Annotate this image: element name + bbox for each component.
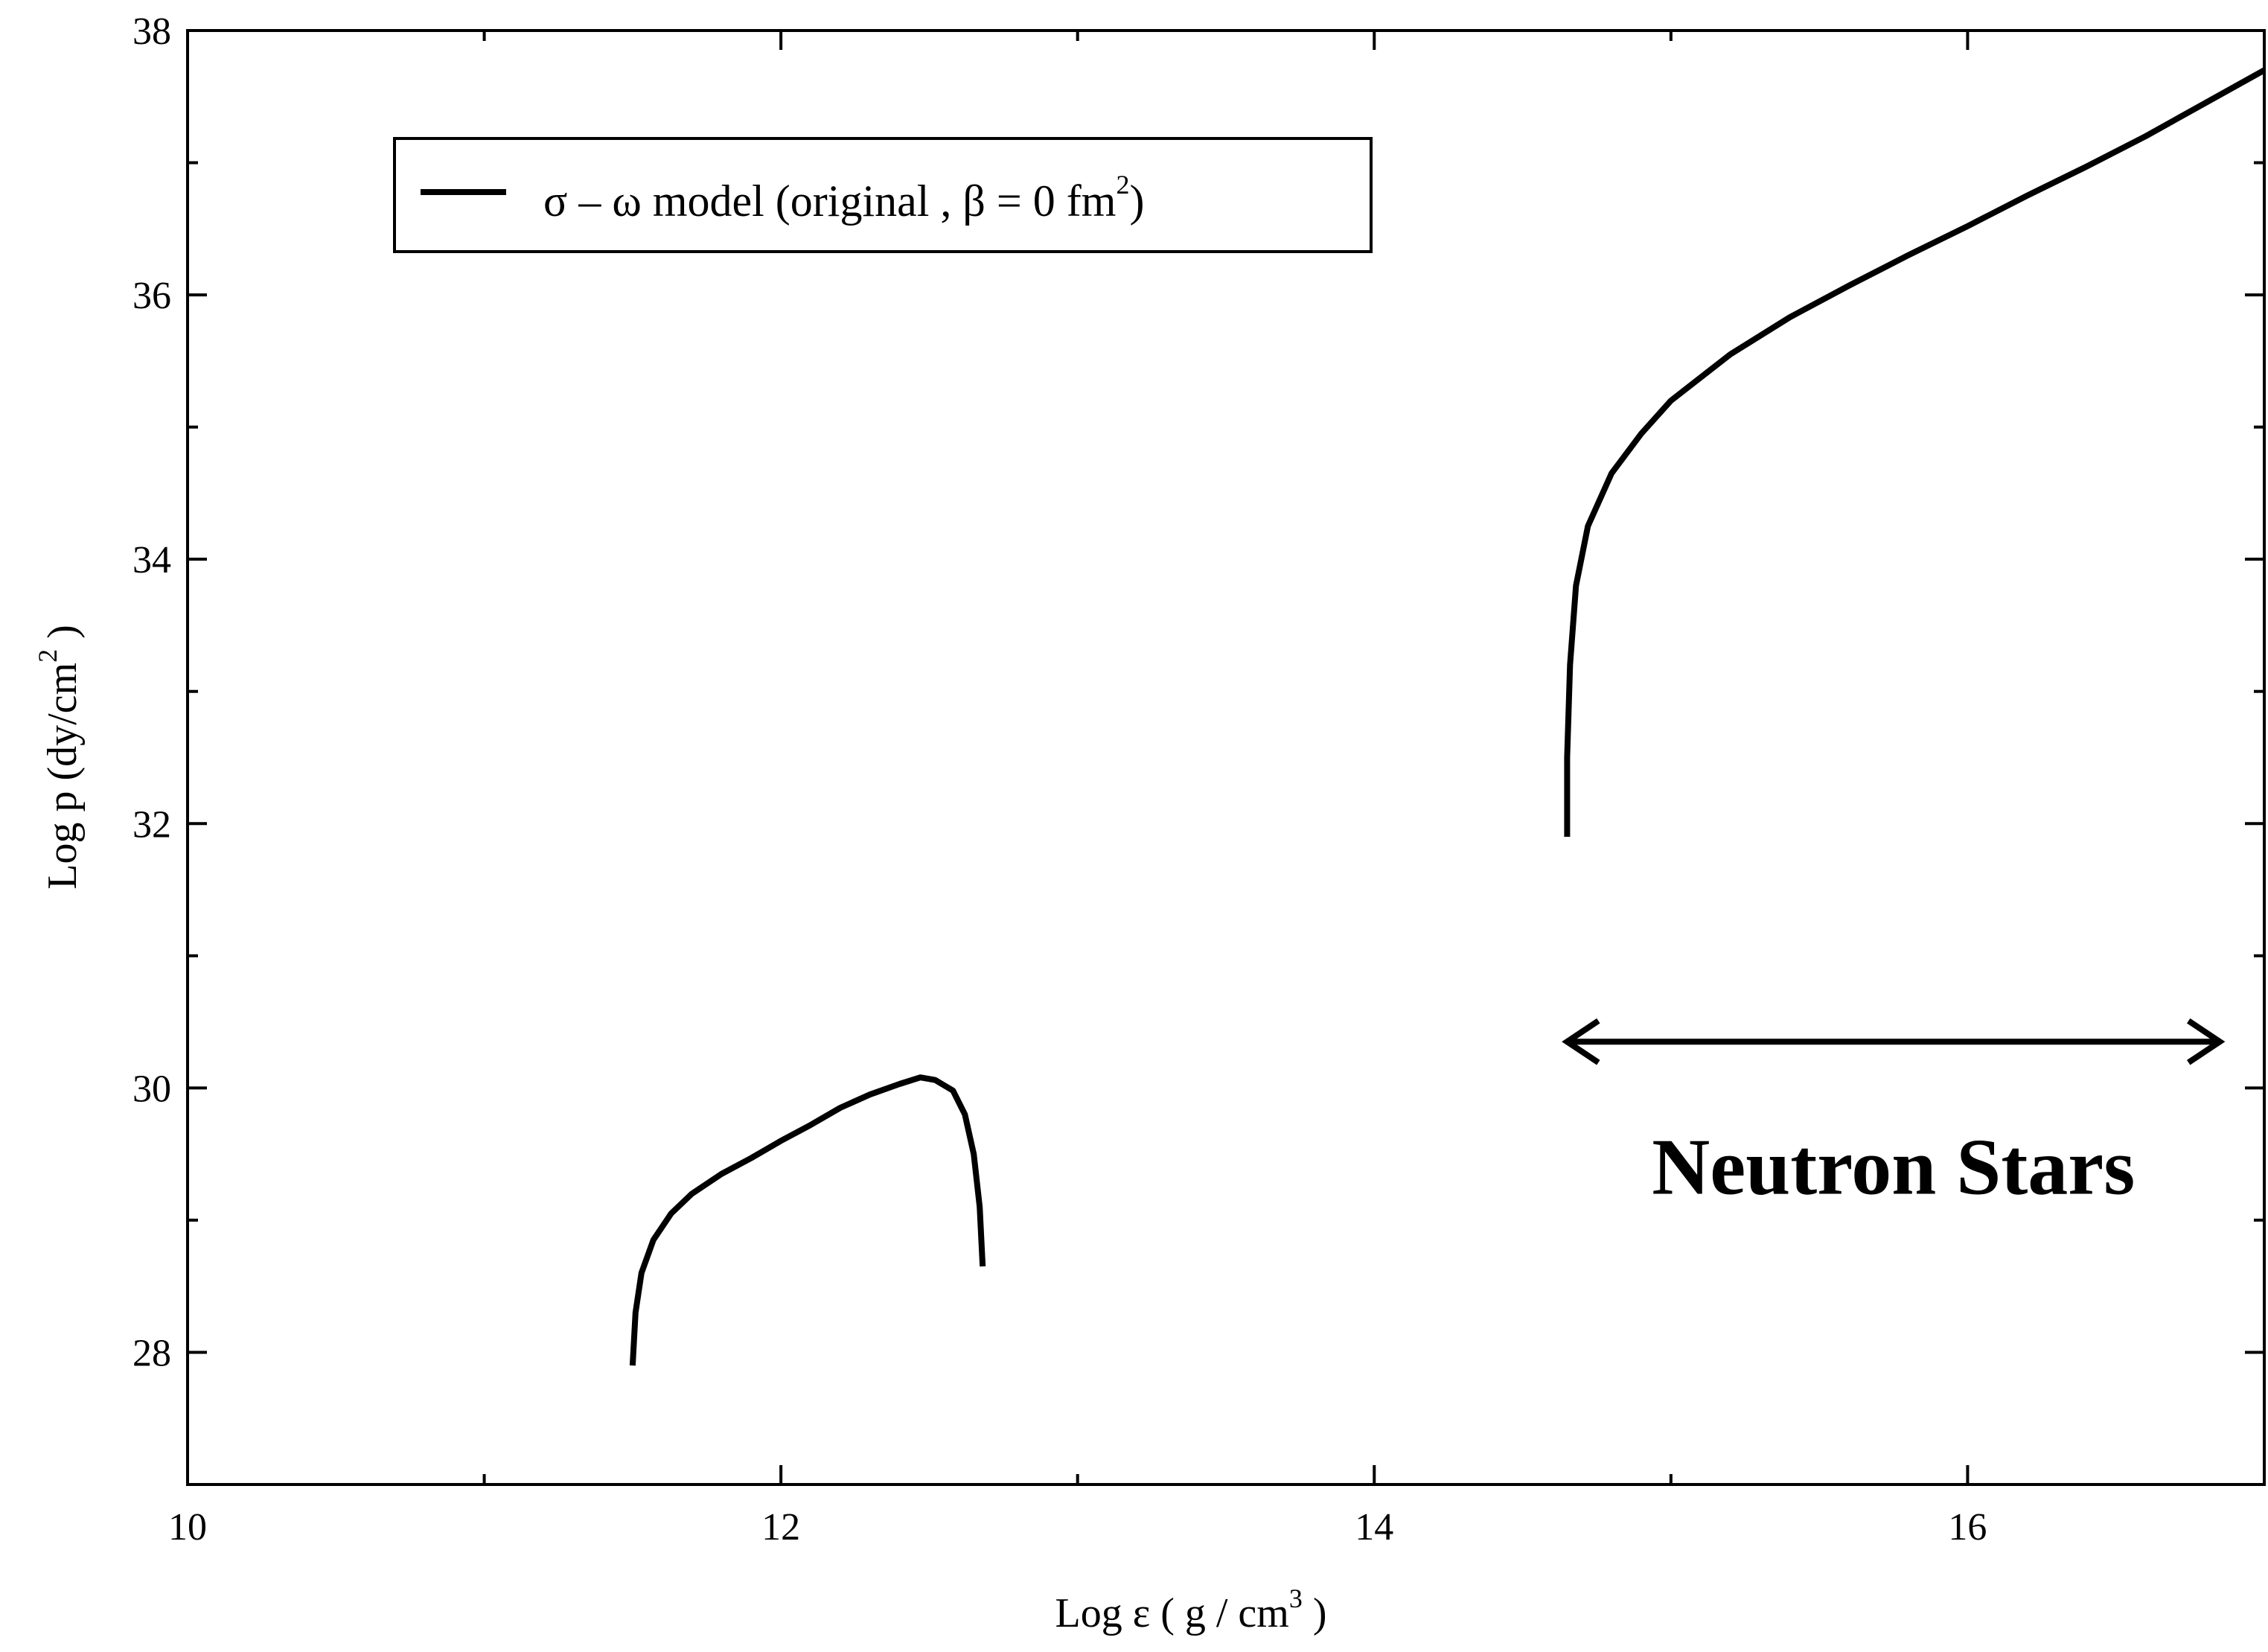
axis-tick-labels: 10 12 14 16 28 30 32 34 36 38 (132, 10, 1987, 1549)
legend-label-main: σ – ω model (original , β = 0 fm (543, 176, 1116, 226)
y-tick-label: 28 (132, 1332, 171, 1374)
x-tick-label: 10 (168, 1506, 207, 1549)
legend-label: σ – ω model (original , β = 0 fm2) (543, 170, 1144, 226)
x-axis-title: Log ε ( g / cm3 ) (1055, 1584, 1327, 1636)
y-tick-label: 30 (132, 1068, 171, 1110)
y-axis-title: Log p (dy/cm2 ) (33, 625, 86, 889)
series-line-segment-2 (1564, 66, 2264, 837)
legend-label-tail: ) (1129, 176, 1144, 226)
axis-ticks (186, 29, 2264, 1484)
legend: σ – ω model (original , β = 0 fm2) (393, 137, 1373, 253)
x-tick-label: 16 (1948, 1506, 1987, 1549)
legend-box (393, 137, 1373, 253)
legend-label-sup: 2 (1116, 170, 1129, 200)
curves (629, 66, 2264, 1366)
y-tick-label: 32 (132, 803, 171, 846)
y-axis-title-tail: ) (39, 625, 86, 649)
neutron-stars-annotation: Neutron Stars (1562, 1018, 2226, 1211)
arrow-head-left (1562, 1018, 1600, 1065)
x-axis-title-main: Log ε ( g / cm (1055, 1590, 1289, 1636)
plot-frame (186, 29, 2266, 1486)
neutron-stars-label: Neutron Stars (1652, 1123, 2135, 1211)
x-tick-label: 12 (761, 1506, 800, 1549)
y-tick-label: 36 (132, 275, 171, 317)
y-tick-label: 34 (132, 539, 171, 581)
y-axis-title-sup: 2 (33, 649, 63, 663)
y-tick-label: 38 (132, 10, 171, 53)
x-tick-label: 14 (1355, 1506, 1393, 1549)
x-axis-title-sup: 3 (1289, 1584, 1303, 1613)
series-line-segment-1 (629, 1074, 986, 1366)
arrow-head-right (2186, 1018, 2226, 1065)
y-axis-title-main: Log p (dy/cm (39, 663, 86, 890)
x-axis-title-tail: ) (1303, 1590, 1327, 1636)
